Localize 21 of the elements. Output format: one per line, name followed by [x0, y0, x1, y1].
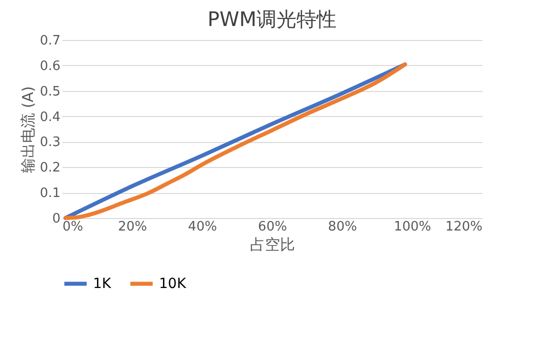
y-tick-label: 0 [52, 212, 60, 226]
x-tick-label: 0% [62, 220, 84, 234]
line-series [64, 62, 407, 220]
y-tick-label: 0.5 [40, 84, 60, 100]
x-tick-label: 40% [188, 220, 217, 234]
y-tick-label: 0.7 [40, 34, 60, 48]
y-tick-label: 0.1 [40, 186, 60, 202]
x-tick-label: 100% [394, 220, 432, 234]
y-tick-label: 0.4 [40, 110, 60, 125]
x-axis-title: 占空比 [250, 236, 295, 254]
legend-label: 10K [159, 276, 187, 292]
y-tick-label: 0.6 [40, 58, 60, 74]
x-tick-label: 60% [258, 220, 287, 234]
chart-title: PWM调光特性 [207, 7, 337, 31]
y-axis-title: 输出电流 (A) [18, 86, 37, 173]
y-tick-label: 0.3 [40, 135, 60, 150]
legend-label: 1K [93, 276, 112, 292]
x-tick-label: 80% [328, 220, 357, 234]
y-tick-label: 0.2 [40, 160, 60, 176]
x-tick-label: 20% [118, 220, 147, 234]
x-tick-label: 120% [445, 220, 482, 234]
